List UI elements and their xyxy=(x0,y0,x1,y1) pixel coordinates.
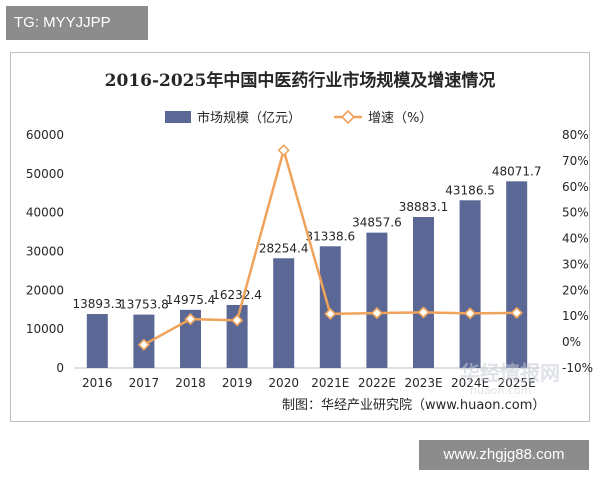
legend-bar-label: 市场规模（亿元） xyxy=(197,110,301,126)
growth-point xyxy=(324,307,337,321)
y-right-tick-label: -10% xyxy=(562,361,593,375)
x-tick-label: 2016 xyxy=(82,376,113,390)
y-left-tick-label: 30000 xyxy=(26,245,64,259)
growth-point xyxy=(277,144,290,157)
legend-line-marker xyxy=(340,109,356,125)
x-tick-label: 2018 xyxy=(175,376,206,390)
y-right-tick-label: 60% xyxy=(562,180,589,194)
axes: 0 10000 20000 30000 40000 50000 60000 -10% 0% 10%… xyxy=(26,128,593,390)
y-right-tick-label: 10% xyxy=(562,309,589,323)
bar-value-label: 13893.3 xyxy=(72,297,122,311)
growth-point xyxy=(230,314,244,327)
x-tick-label: 2021E xyxy=(311,376,349,390)
source-note: 制图：华经产业研究院（www.huaon.com） xyxy=(282,398,545,413)
bar-value-label: 34857.6 xyxy=(352,216,402,230)
bar-value-label: 28254.4 xyxy=(259,241,309,255)
growth-point xyxy=(137,338,151,351)
y-left-tick-label: 60000 xyxy=(26,128,64,142)
bar-value-label: 13753.8 xyxy=(119,298,169,312)
bar xyxy=(180,309,201,368)
y-right-tick-label: 40% xyxy=(562,232,589,246)
bar xyxy=(319,246,341,368)
x-tick-label: 2024E xyxy=(451,376,489,390)
bar xyxy=(506,181,528,368)
watermark-en: huaon.com xyxy=(470,384,531,397)
bar xyxy=(86,314,108,368)
x-tick-label: 2022E xyxy=(358,376,396,390)
x-tick-label: 2017 xyxy=(129,376,160,390)
y-right-tick-label: 70% xyxy=(562,154,589,168)
growth-line xyxy=(137,144,523,351)
bar-value-label: 31338.6 xyxy=(305,229,355,243)
bar-value-label: 38883.1 xyxy=(399,200,449,214)
bar xyxy=(273,258,295,368)
y-right-tick-label: 80% xyxy=(562,128,589,142)
chart-title: 2016-2025年中国中医药行业市场规模及增速情况 xyxy=(105,70,496,91)
y-right-tick-label: 0% xyxy=(562,335,581,349)
bar xyxy=(366,232,388,368)
growth-point xyxy=(370,306,384,320)
watermark: 华经情报网 huaon.com xyxy=(460,361,560,397)
y-right-tick-label: 50% xyxy=(562,206,589,220)
y-left-tick-label: 50000 xyxy=(26,167,64,181)
tg-badge: TG: MYYJJPP xyxy=(6,6,148,40)
watermark-cn: 华经情报网 xyxy=(460,361,560,385)
y-left-tick-label: 20000 xyxy=(26,283,64,297)
growth-point xyxy=(417,306,430,319)
y-left-tick-label: 0 xyxy=(56,361,64,375)
y-left-tick-label: 40000 xyxy=(26,206,64,220)
bar-value-label: 14975.4 xyxy=(166,293,216,307)
x-tick-label: 2023E xyxy=(404,376,442,390)
bar-value-label: 48071.7 xyxy=(492,164,542,178)
growth-point xyxy=(510,306,523,319)
bar xyxy=(459,200,481,368)
legend: 市场规模（亿元） 增速（%） xyxy=(165,109,432,126)
y-right-tick-label: 30% xyxy=(562,257,589,271)
growth-point xyxy=(463,307,477,320)
legend-bar-swatch xyxy=(165,111,191,123)
bar-value-label: 16232.4 xyxy=(212,288,262,302)
legend-line-label: 增速（%） xyxy=(368,111,432,126)
x-tick-label: 2025E xyxy=(498,376,536,390)
growth-point xyxy=(184,312,197,326)
website-badge: www.zhgjg88.com xyxy=(419,440,589,470)
y-right-tick-label: 20% xyxy=(562,283,589,297)
x-tick-label: 2019 xyxy=(222,376,253,390)
x-tick-label: 2020 xyxy=(268,376,299,390)
bar-value-label: 43186.5 xyxy=(445,183,495,197)
bar xyxy=(413,217,434,368)
y-left-tick-label: 10000 xyxy=(26,322,64,336)
